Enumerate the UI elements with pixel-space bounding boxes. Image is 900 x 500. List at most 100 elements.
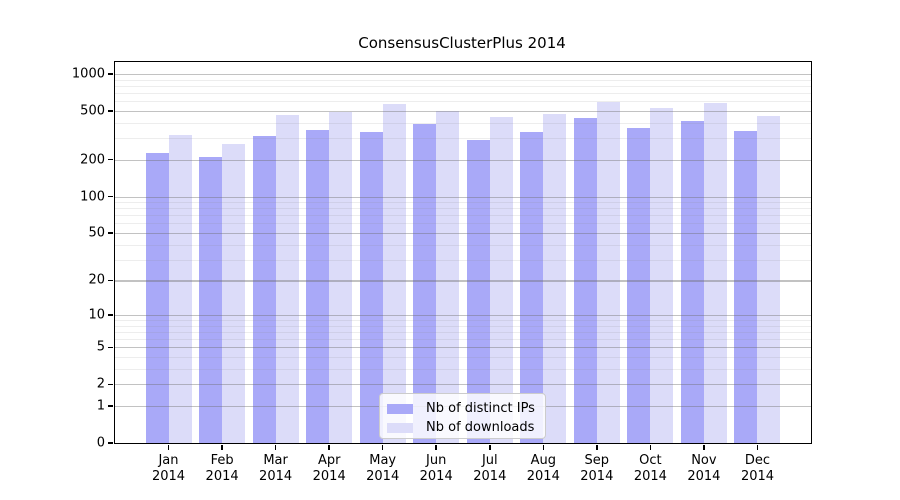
bar-downloads-aug [543, 113, 567, 443]
minor-gridline [115, 79, 811, 81]
bar-distinct-ips-feb [199, 157, 223, 443]
minor-gridline [115, 244, 811, 246]
legend-label-downloads: Nb of downloads [426, 420, 535, 435]
major-gridline [115, 196, 811, 198]
x-tick-month: Sep [584, 453, 610, 468]
y-axis-tick [108, 158, 113, 161]
y-tick-label: 50 [88, 225, 105, 241]
bar-downloads-jul [489, 116, 513, 443]
major-gridline [115, 73, 811, 76]
y-tick-label: 1000 [71, 66, 105, 82]
x-tick-label: May 2014 [348, 453, 418, 485]
x-tick-year: 2014 [205, 469, 239, 484]
y-tick-label: 2 [96, 376, 105, 392]
minor-gridline [115, 202, 811, 203]
legend-label-distinct-ips: Nb of distinct IPs [426, 401, 535, 416]
x-axis-tick [489, 444, 491, 450]
x-tick-month: Aug [530, 453, 556, 468]
x-tick-label: Mar 2014 [241, 453, 311, 485]
x-tick-label: Nov 2014 [669, 453, 739, 485]
x-tick-year: 2014 [740, 469, 775, 484]
major-gridline [115, 110, 811, 113]
major-gridline [115, 280, 811, 282]
x-tick-month: Jan [158, 453, 179, 468]
x-axis-tick [328, 444, 330, 450]
x-tick-label: Jul 2014 [455, 453, 525, 485]
legend-item-downloads: Nb of downloads [380, 418, 545, 437]
plot-area: 0 1 2 5 10 20 50 100 200 500 1000 Jan 2014 Feb 2014 Mar… [72, 61, 812, 484]
x-tick-label: Jun 2014 [401, 453, 471, 485]
x-tick-month: Mar [263, 453, 288, 468]
minor-gridline [115, 85, 811, 87]
minor-gridline [115, 122, 811, 124]
minor-gridline [115, 215, 811, 217]
bar-downloads-jan [168, 134, 192, 443]
x-tick-year: 2014 [633, 469, 667, 484]
y-axis-tick [108, 314, 113, 316]
legend: Nb of distinct IPs Nb of downloads [379, 393, 546, 439]
bar-downloads-sep [596, 102, 620, 443]
minor-gridline [115, 368, 811, 370]
bar-downloads-dec [757, 115, 781, 443]
legend-swatch-downloads-icon [387, 422, 413, 433]
y-tick-label: 20 [88, 272, 105, 288]
y-axis-tick [108, 279, 113, 282]
x-tick-label: Sep 2014 [562, 453, 632, 485]
major-gridline [115, 233, 811, 235]
minor-gridline [115, 259, 811, 261]
bar-distinct-ips-nov [680, 120, 704, 443]
y-axis-tick [108, 405, 113, 407]
y-tick-label: 200 [80, 152, 105, 168]
x-axis-tick [542, 444, 545, 450]
legend-swatch-distinct-ips-icon [387, 403, 413, 414]
x-axis-tick [435, 444, 437, 450]
bar-distinct-ips-may [359, 131, 383, 443]
x-tick-month: Jul [481, 453, 498, 468]
x-tick-year: 2014 [366, 469, 400, 484]
minor-gridline [115, 325, 811, 327]
bar-distinct-ips-aug [520, 131, 544, 443]
major-gridline [115, 159, 811, 161]
y-tick-label: 500 [80, 103, 105, 119]
x-tick-month: Oct [639, 453, 662, 468]
minor-gridline [115, 339, 811, 341]
x-axis-tick [167, 444, 170, 450]
x-axis-tick [221, 444, 223, 450]
y-axis-tick [108, 346, 113, 349]
x-tick-year: 2014 [687, 469, 721, 484]
minor-gridline [115, 223, 811, 225]
x-tick-label: Aug 2014 [508, 453, 578, 485]
bar-distinct-ips-mar [252, 135, 276, 443]
x-tick-month: Jun [426, 453, 447, 468]
bar-downloads-mar [275, 115, 299, 443]
x-tick-label: Feb 2014 [187, 453, 257, 485]
x-tick-year: 2014 [473, 469, 507, 484]
bar-distinct-ips-apr [306, 129, 330, 443]
bar-downloads-may [382, 104, 406, 443]
legend-item-distinct-ips: Nb of distinct IPs [380, 399, 545, 418]
x-tick-year: 2014 [259, 469, 293, 484]
bar-distinct-ips-sep [573, 117, 597, 443]
major-gridline [115, 384, 811, 386]
y-tick-label: 5 [96, 339, 105, 355]
minor-gridline [115, 138, 811, 140]
x-tick-label: Oct 2014 [615, 453, 685, 485]
x-tick-year: 2014 [526, 469, 560, 484]
x-tick-month: Feb [210, 453, 234, 468]
minor-gridline [115, 320, 811, 321]
y-tick-label: 100 [80, 189, 105, 204]
y-axis-tick [108, 195, 113, 198]
bar-downloads-jun [436, 110, 460, 443]
x-tick-label: Apr 2014 [294, 453, 364, 485]
minor-gridline [115, 208, 811, 210]
x-axis-tick [703, 444, 705, 450]
bar-distinct-ips-jun [413, 124, 437, 443]
y-tick-label: 10 [88, 307, 105, 323]
minor-gridline [115, 101, 811, 103]
bar-distinct-ips-dec [734, 130, 758, 443]
x-tick-year: 2014 [151, 469, 186, 484]
bar-distinct-ips-jul [466, 139, 490, 443]
y-axis-tick [108, 442, 113, 444]
y-tick-label: 1 [96, 398, 105, 414]
